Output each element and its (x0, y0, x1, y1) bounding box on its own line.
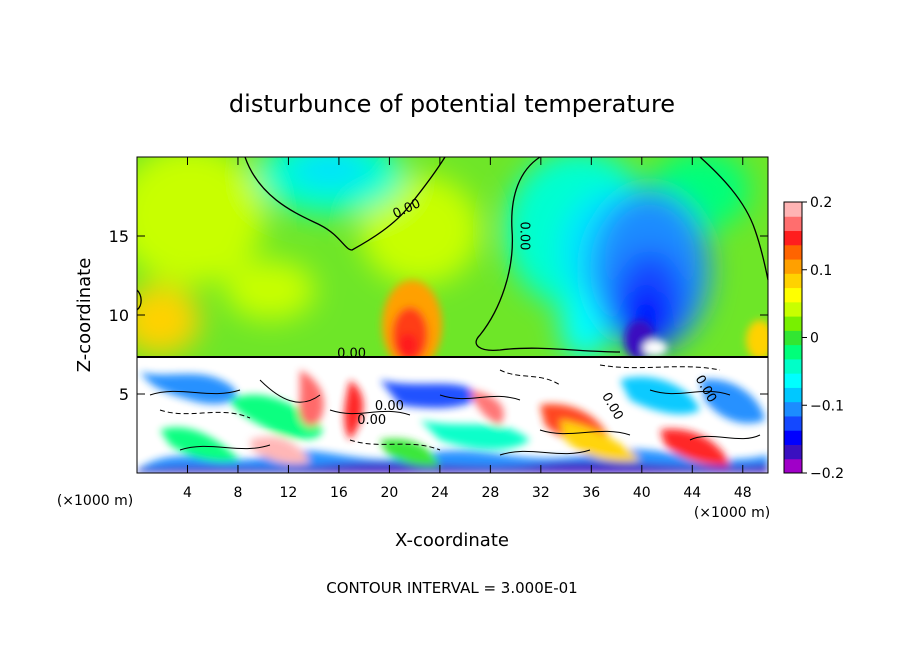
x-tick-label: 44 (683, 485, 701, 501)
colorbar-swatch (784, 273, 802, 289)
x-tick-label: 48 (734, 485, 752, 501)
colorbar-tick-label: 0 (810, 331, 819, 347)
colorbar-swatch (784, 230, 802, 246)
colorbar-swatch (784, 430, 802, 445)
upper-field (137, 157, 768, 357)
contour-label: 0.00 (517, 222, 532, 251)
contour-lines (136, 156, 769, 358)
y-axis: 5 10 15 (109, 227, 768, 404)
x-axis: 4 8 12 16 20 24 28 32 36 40 44 48 (183, 157, 752, 501)
x-unit-left: (×1000 m) (57, 493, 133, 509)
lower-field (137, 357, 768, 473)
colorbar-swatch (784, 444, 802, 460)
contour-label: 0.00 (375, 399, 404, 414)
x-tick-label: 20 (380, 485, 398, 501)
colorbar-swatch (784, 301, 802, 317)
colorbar-swatch (784, 373, 802, 388)
y-axis-label: Z-coordinate (74, 258, 95, 373)
chart-title: disturbunce of potential temperature (229, 90, 675, 118)
y-tick-label: 5 (119, 385, 129, 404)
x-tick-label: 32 (532, 485, 550, 501)
colorbar-swatch (784, 330, 802, 346)
x-tick-label: 40 (633, 485, 651, 501)
x-tick-label: 4 (183, 485, 192, 501)
y-tick-label: 15 (109, 227, 129, 246)
colorbar-swatch (784, 401, 802, 417)
colorbar-swatch (784, 358, 802, 374)
colorbar-swatch (784, 244, 802, 260)
colorbar-swatch (784, 216, 802, 232)
x-unit-right: (×1000 m) (694, 505, 770, 521)
x-tick-label: 28 (481, 485, 499, 501)
contour-label: 0.00 (357, 413, 386, 428)
colorbar-swatch (784, 287, 802, 303)
x-tick-label: 36 (582, 485, 600, 501)
x-tick-label: 24 (431, 485, 449, 501)
y-tick-label: 10 (109, 306, 129, 325)
x-tick-label: 8 (233, 485, 242, 501)
plot-area: 0.000.000.000.000.00 0.000.00 (136, 156, 769, 473)
colorbar-tick-label: 0.1 (810, 263, 832, 279)
colorbar-swatch (784, 202, 802, 217)
colorbar-swatch (784, 387, 802, 403)
colorbar-tick-label: −0.2 (810, 466, 844, 482)
colorbar-swatch (784, 316, 802, 331)
colorbar-swatch (784, 344, 802, 360)
x-tick-label: 12 (280, 485, 298, 501)
footer-contour-interval: CONTOUR INTERVAL = 3.000E-01 (326, 579, 577, 597)
colorbar-swatch (784, 458, 802, 474)
colorbar-swatch (784, 259, 802, 274)
colorbar: 0.2 0.1 0 −0.1 −0.2 (783, 195, 844, 482)
colorbar-tick-label: 0.2 (810, 195, 832, 211)
colorbar-swatch (784, 415, 802, 431)
x-tick-label: 16 (330, 485, 348, 501)
x-axis-label: X-coordinate (395, 530, 509, 551)
contour-label: 0.00 (337, 347, 366, 362)
colorbar-tick-label: −0.1 (810, 398, 844, 414)
